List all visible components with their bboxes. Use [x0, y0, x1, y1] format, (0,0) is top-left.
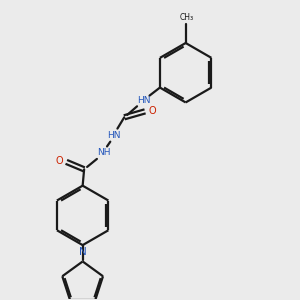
Text: CH₃: CH₃ — [180, 13, 194, 22]
Text: HN: HN — [137, 97, 150, 106]
Text: HN: HN — [107, 130, 121, 140]
Text: O: O — [55, 156, 63, 166]
Text: NH: NH — [97, 148, 110, 158]
Text: N: N — [79, 247, 86, 256]
Text: O: O — [148, 106, 156, 116]
